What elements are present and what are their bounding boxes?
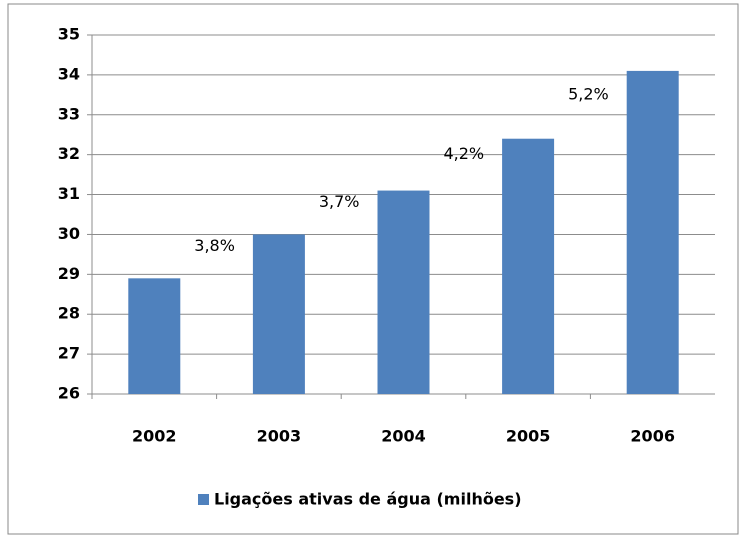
x-tick-label: 2004 bbox=[381, 427, 426, 446]
x-tick-label: 2002 bbox=[132, 427, 177, 446]
y-tick-label: 32 bbox=[58, 144, 80, 163]
y-tick-label: 34 bbox=[58, 64, 80, 83]
bar bbox=[377, 190, 430, 394]
bar bbox=[252, 234, 305, 394]
y-tick-label: 28 bbox=[58, 304, 80, 323]
y-tick-label: 29 bbox=[58, 264, 80, 283]
x-tick-label: 2006 bbox=[630, 427, 675, 446]
annotation: 5,2% bbox=[568, 84, 609, 103]
annotation: 3,8% bbox=[194, 236, 235, 255]
y-tick-label: 26 bbox=[58, 384, 80, 403]
x-tick-label: 2003 bbox=[257, 427, 302, 446]
y-tick-label: 27 bbox=[58, 344, 80, 363]
y-tick-label: 30 bbox=[58, 224, 80, 243]
annotation: 3,7% bbox=[319, 192, 360, 211]
chart-border bbox=[7, 3, 739, 535]
y-tick-label: 35 bbox=[58, 25, 80, 44]
legend-label: Ligações ativas de água (milhões) bbox=[214, 490, 522, 509]
bar bbox=[502, 138, 555, 394]
legend-swatch bbox=[198, 494, 209, 505]
y-tick-label: 31 bbox=[58, 184, 80, 203]
bar bbox=[128, 278, 181, 394]
bar bbox=[626, 70, 679, 395]
x-tick-label: 2005 bbox=[506, 427, 551, 446]
y-tick-label: 33 bbox=[58, 104, 80, 123]
annotation: 4,2% bbox=[443, 144, 484, 163]
